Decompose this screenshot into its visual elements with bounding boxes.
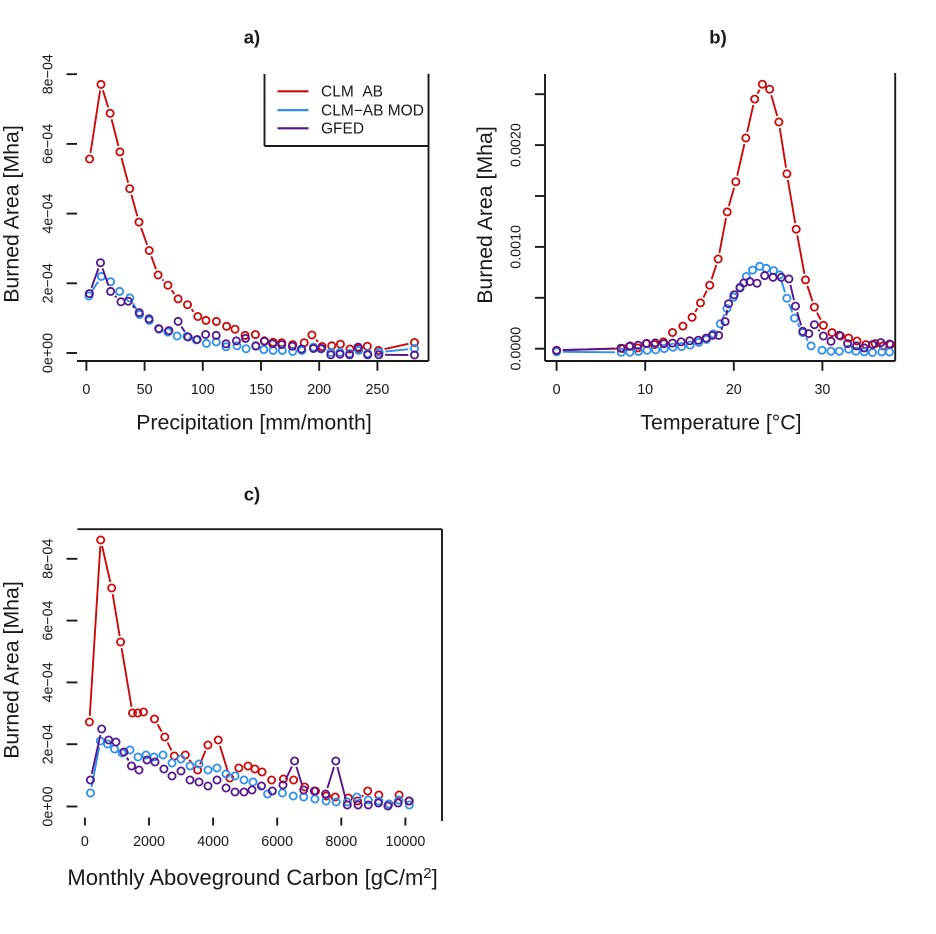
- svg-text:10000: 10000: [386, 834, 426, 850]
- svg-text:150: 150: [249, 382, 273, 398]
- svg-text:20: 20: [726, 382, 742, 398]
- svg-text:2e−04: 2e−04: [41, 263, 57, 303]
- svg-text:0: 0: [82, 382, 90, 398]
- svg-text:a): a): [244, 27, 260, 48]
- svg-text:30: 30: [814, 382, 830, 398]
- svg-text:0e+00: 0e+00: [41, 333, 57, 373]
- svg-text:0.0000: 0.0000: [509, 327, 525, 371]
- svg-text:6e−04: 6e−04: [41, 600, 57, 640]
- svg-text:8000: 8000: [325, 834, 357, 850]
- svg-text:CLM−AB MOD: CLM−AB MOD: [321, 102, 424, 119]
- svg-text:200: 200: [307, 382, 331, 398]
- svg-text:Burned Area [Mha]: Burned Area [Mha]: [473, 126, 497, 304]
- svg-text:b): b): [709, 27, 726, 48]
- svg-text:0: 0: [81, 834, 89, 850]
- svg-text:0: 0: [553, 382, 561, 398]
- svg-text:4000: 4000: [197, 834, 229, 850]
- svg-text:Burned Area [Mha]: Burned Area [Mha]: [0, 581, 24, 759]
- svg-text:Precipitation [mm/month]: Precipitation [mm/month]: [136, 411, 372, 435]
- svg-text:50: 50: [137, 382, 153, 398]
- svg-text:CLM AB: CLM AB: [321, 84, 383, 101]
- svg-text:8e−04: 8e−04: [41, 539, 57, 579]
- svg-text:6000: 6000: [261, 834, 293, 850]
- svg-text:0e+00: 0e+00: [41, 786, 57, 826]
- svg-text:Temperature [°C]: Temperature [°C]: [640, 411, 801, 435]
- svg-text:0.0010: 0.0010: [509, 225, 525, 269]
- svg-text:c): c): [244, 484, 260, 505]
- svg-text:10: 10: [637, 382, 653, 398]
- svg-text:2e−04: 2e−04: [41, 724, 57, 764]
- svg-text:Burned Area [Mha]: Burned Area [Mha]: [0, 125, 24, 303]
- svg-text:4e−04: 4e−04: [41, 662, 57, 702]
- svg-text:6e−04: 6e−04: [41, 124, 57, 164]
- svg-text:4e−04: 4e−04: [41, 193, 57, 233]
- svg-text:2000: 2000: [133, 834, 165, 850]
- svg-text:0.0020: 0.0020: [509, 123, 525, 167]
- svg-text:8e−04: 8e−04: [41, 54, 57, 94]
- svg-text:GFED: GFED: [321, 121, 364, 138]
- svg-text:Monthly Aboveground Carbon [gC: Monthly Aboveground Carbon [gC/m2]: [67, 865, 437, 890]
- svg-text:250: 250: [365, 382, 389, 398]
- svg-text:100: 100: [191, 382, 215, 398]
